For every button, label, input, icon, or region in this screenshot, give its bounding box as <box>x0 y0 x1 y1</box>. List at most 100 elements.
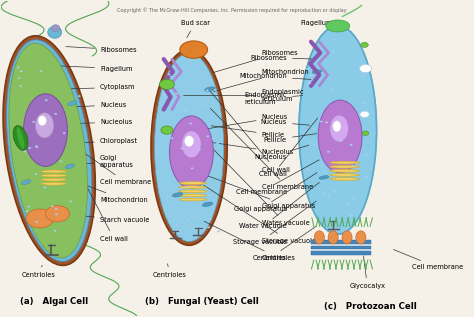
Circle shape <box>350 144 353 146</box>
Text: Cell membrane: Cell membrane <box>210 108 313 190</box>
Ellipse shape <box>333 121 341 132</box>
Text: Starch vacuole: Starch vacuole <box>50 212 149 223</box>
Circle shape <box>206 135 209 137</box>
Circle shape <box>69 201 72 202</box>
Circle shape <box>180 147 183 149</box>
Text: Mitochondrion: Mitochondrion <box>239 74 311 80</box>
Circle shape <box>213 164 216 166</box>
Circle shape <box>358 113 361 114</box>
Circle shape <box>18 77 20 79</box>
Ellipse shape <box>356 231 366 244</box>
Circle shape <box>36 146 38 148</box>
Circle shape <box>55 213 58 215</box>
Circle shape <box>27 206 30 208</box>
Circle shape <box>212 138 214 139</box>
Circle shape <box>359 64 372 73</box>
Ellipse shape <box>38 116 46 126</box>
Text: Nucleolus: Nucleolus <box>195 140 294 155</box>
Circle shape <box>208 194 210 196</box>
Ellipse shape <box>21 180 31 184</box>
Ellipse shape <box>41 182 66 185</box>
Circle shape <box>190 225 193 227</box>
Text: Golgi
apparatus: Golgi apparatus <box>56 155 134 168</box>
Circle shape <box>321 165 324 167</box>
Circle shape <box>175 224 178 226</box>
Ellipse shape <box>9 43 88 258</box>
Circle shape <box>327 151 330 153</box>
Circle shape <box>40 70 43 72</box>
Circle shape <box>46 205 70 222</box>
Circle shape <box>330 88 333 90</box>
Text: Ribosomes: Ribosomes <box>250 55 312 61</box>
Circle shape <box>365 176 368 178</box>
Circle shape <box>45 99 48 101</box>
Text: Ribosomes: Ribosomes <box>66 47 137 53</box>
Circle shape <box>353 197 356 199</box>
Ellipse shape <box>41 178 66 181</box>
Text: Cytoplasm: Cytoplasm <box>61 85 136 90</box>
Circle shape <box>350 214 353 216</box>
Text: Cell wall: Cell wall <box>73 161 128 242</box>
Circle shape <box>308 142 311 144</box>
Ellipse shape <box>330 173 360 176</box>
Text: (b)   Fungal (Yeast) Cell: (b) Fungal (Yeast) Cell <box>145 297 258 306</box>
Ellipse shape <box>52 25 60 32</box>
Circle shape <box>319 120 322 122</box>
Ellipse shape <box>326 20 350 32</box>
Circle shape <box>306 68 309 70</box>
Ellipse shape <box>182 131 201 158</box>
Text: Water vacuole: Water vacuole <box>239 182 319 230</box>
Bar <box>311 251 372 255</box>
Text: Nucleus: Nucleus <box>261 119 310 125</box>
Circle shape <box>170 76 173 78</box>
Text: Nucleolus: Nucleolus <box>47 119 132 125</box>
Circle shape <box>28 147 31 149</box>
Circle shape <box>322 192 325 194</box>
Text: Nucleus: Nucleus <box>202 114 288 130</box>
Circle shape <box>346 204 348 205</box>
Text: Cell membrane: Cell membrane <box>236 160 319 195</box>
Ellipse shape <box>330 165 360 168</box>
Circle shape <box>175 93 178 94</box>
Ellipse shape <box>68 101 77 106</box>
Circle shape <box>32 121 35 123</box>
Circle shape <box>204 104 207 106</box>
Circle shape <box>168 74 171 75</box>
Circle shape <box>364 102 366 104</box>
Text: Glycocalyx: Glycocalyx <box>349 256 385 289</box>
Circle shape <box>196 216 199 217</box>
Ellipse shape <box>319 176 329 179</box>
Circle shape <box>214 89 217 91</box>
Ellipse shape <box>13 126 28 151</box>
Text: Cell wall: Cell wall <box>259 118 318 177</box>
Text: Endoplasmic
reticulum: Endoplasmic reticulum <box>183 89 304 102</box>
Circle shape <box>34 173 37 175</box>
Text: Centrioles: Centrioles <box>204 221 295 261</box>
Circle shape <box>351 165 354 167</box>
Ellipse shape <box>3 36 95 265</box>
Circle shape <box>160 79 174 89</box>
Text: Storage vacuole: Storage vacuole <box>204 185 316 243</box>
Text: Cell membrane: Cell membrane <box>393 249 463 270</box>
Circle shape <box>63 132 65 134</box>
Ellipse shape <box>330 161 360 164</box>
Text: Nucleus: Nucleus <box>56 102 126 108</box>
Circle shape <box>360 111 369 118</box>
Circle shape <box>206 89 209 91</box>
Ellipse shape <box>7 40 92 262</box>
Circle shape <box>198 149 201 151</box>
Circle shape <box>26 210 28 212</box>
Circle shape <box>172 230 174 232</box>
Circle shape <box>310 74 312 76</box>
Circle shape <box>51 205 54 207</box>
Circle shape <box>216 142 219 144</box>
Circle shape <box>44 187 46 188</box>
Circle shape <box>20 70 22 72</box>
Circle shape <box>173 67 176 68</box>
Circle shape <box>312 144 315 146</box>
Text: Copyright © The McGraw-Hill Companies, Inc. Permission required for reproduction: Copyright © The McGraw-Hill Companies, I… <box>117 8 346 13</box>
Text: Cell wall: Cell wall <box>210 91 290 172</box>
Circle shape <box>35 145 38 147</box>
Ellipse shape <box>179 198 207 201</box>
Circle shape <box>361 42 368 48</box>
